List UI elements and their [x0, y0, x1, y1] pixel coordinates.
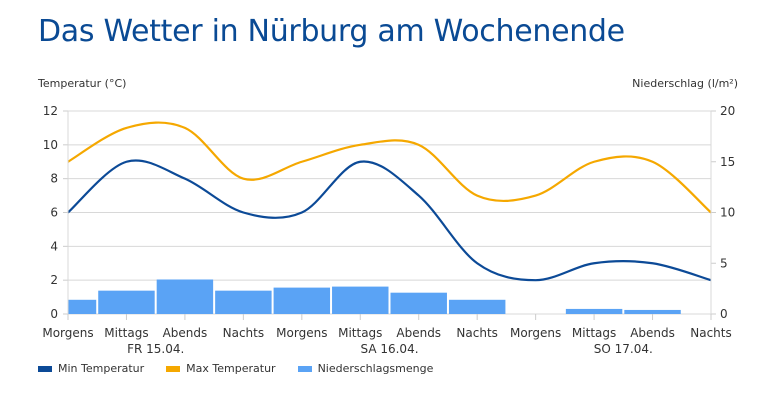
precipitation-bar — [448, 299, 506, 314]
x-tick-label: Morgens — [510, 326, 561, 340]
precipitation-bar — [624, 309, 681, 314]
y-tick-label-left: 6 — [50, 206, 58, 220]
precipitation-bar — [68, 299, 97, 314]
legend-item-min[interactable]: Min Temperatur — [38, 362, 144, 375]
x-tick-label: Nachts — [223, 326, 265, 340]
precipitation-bar — [332, 286, 389, 314]
x-tick-label: Mittags — [572, 326, 616, 340]
precipitation-bar — [565, 308, 623, 314]
y-axis-left-label: Temperatur (°C) — [37, 77, 126, 90]
x-tick-label: Morgens — [276, 326, 327, 340]
x-tick-label: Morgens — [42, 326, 93, 340]
legend-item-precip[interactable]: Niederschlagsmenge — [297, 362, 434, 375]
x-tick-label: Mittags — [338, 326, 382, 340]
legend-swatch-max — [166, 365, 181, 372]
y-tick-label-left: 12 — [43, 104, 58, 118]
x-tick-label: Abends — [396, 326, 441, 340]
temperature-lines — [67, 121, 712, 282]
precipitation-bar — [273, 287, 331, 314]
x-tick-label: Mittags — [104, 326, 148, 340]
legend-label-max: Max Temperatur — [186, 362, 276, 375]
y-tick-label-left: 2 — [50, 273, 58, 287]
y-tick-label-right: 0 — [720, 307, 728, 321]
x-tick-label: Abends — [163, 326, 208, 340]
axes: 0 2 4 6 8 10 12 0 5 10 15 20 Morgens Mittags Abends Nac… — [42, 104, 735, 356]
y-tick-label-right: 20 — [720, 104, 735, 118]
y-tick-label-left: 4 — [50, 239, 58, 253]
y-tick-label-right: 5 — [720, 256, 728, 270]
max-temperature-line — [67, 121, 712, 214]
y-tick-label-right: 15 — [720, 155, 735, 169]
y-axis-right-label: Niederschlag (l/m²) — [632, 77, 738, 90]
x-tick-label: Abends — [630, 326, 675, 340]
y-tick-label-left: 10 — [43, 138, 58, 152]
legend-swatch-min — [38, 365, 52, 372]
x-tick-label: Nachts — [456, 326, 498, 340]
y-tick-label-right: 10 — [720, 206, 735, 220]
day-label: FR 15.04. — [127, 342, 184, 356]
day-label: SA 16.04. — [360, 342, 418, 356]
precipitation-bar — [215, 290, 272, 314]
y-tick-label-left: 0 — [50, 307, 58, 321]
y-tick-label-left: 8 — [50, 172, 58, 186]
legend-label-min: Min Temperatur — [58, 362, 145, 375]
precipitation-bar — [98, 290, 155, 314]
legend-swatch-precip — [297, 365, 312, 372]
legend: Min Temperatur Max Temperatur Niederschl… — [38, 362, 433, 375]
day-label: SO 17.04. — [594, 342, 653, 356]
legend-item-max[interactable]: Max Temperatur — [166, 362, 276, 375]
page-title: Das Wetter in Nürburg am Wochenende — [38, 14, 625, 49]
legend-label-precip: Niederschlagsmenge — [317, 362, 434, 375]
x-tick-label: Nachts — [690, 326, 732, 340]
precipitation-bar — [156, 279, 214, 314]
precipitation-bar — [390, 292, 447, 314]
precipitation-bars — [68, 279, 681, 314]
min-temperature-line — [67, 159, 712, 282]
